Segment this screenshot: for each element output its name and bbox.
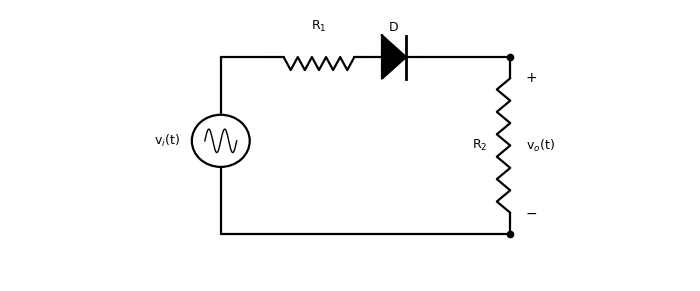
Text: +: + [526, 70, 538, 84]
Text: v$_{o}$(t): v$_{o}$(t) [526, 137, 554, 154]
Text: R$_{2}$: R$_{2}$ [472, 138, 487, 153]
Text: v$_{i}$(t): v$_{i}$(t) [153, 133, 179, 149]
Text: −: − [526, 207, 538, 221]
Text: R$_{1}$: R$_{1}$ [312, 19, 327, 34]
Text: D: D [389, 21, 399, 34]
Polygon shape [382, 36, 406, 79]
